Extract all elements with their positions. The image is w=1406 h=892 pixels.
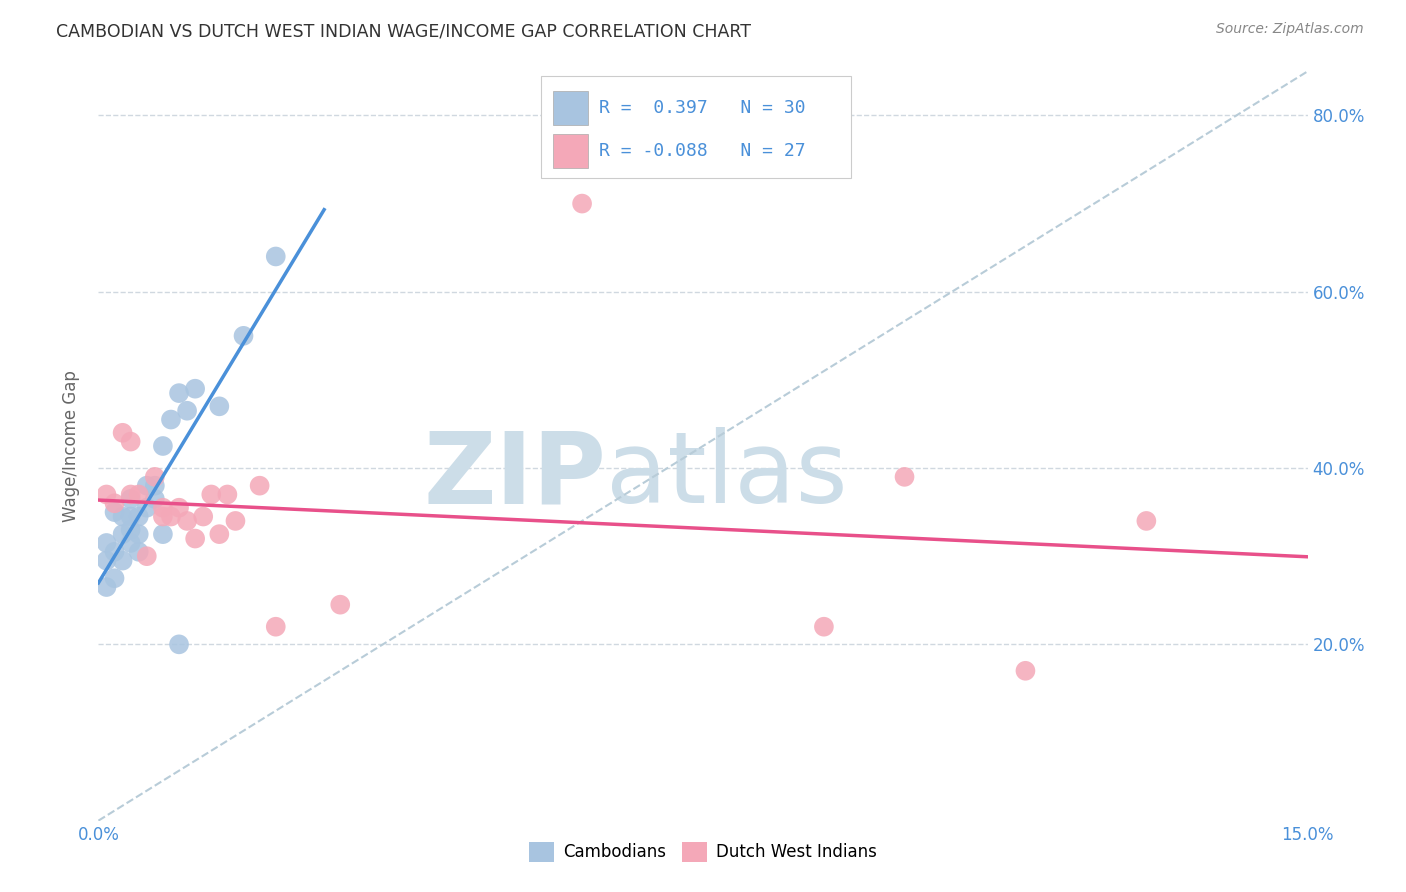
Text: CAMBODIAN VS DUTCH WEST INDIAN WAGE/INCOME GAP CORRELATION CHART: CAMBODIAN VS DUTCH WEST INDIAN WAGE/INCO…: [56, 22, 751, 40]
Point: [152, 500, 174, 515]
Point: [193, 509, 215, 524]
Point: [893, 470, 915, 484]
Point: [224, 514, 246, 528]
Point: [120, 523, 142, 537]
Point: [135, 478, 157, 492]
Point: [103, 545, 125, 559]
Point: [111, 527, 134, 541]
Point: [232, 328, 254, 343]
Point: [103, 571, 125, 585]
Point: [103, 496, 125, 510]
Point: [135, 549, 157, 564]
Point: [96, 553, 118, 567]
Point: [184, 382, 207, 396]
Point: [571, 196, 593, 211]
Point: [120, 487, 142, 501]
Point: [1135, 514, 1157, 528]
Legend: Cambodians, Dutch West Indians: Cambodians, Dutch West Indians: [523, 835, 883, 869]
Point: [264, 250, 287, 264]
Point: [160, 509, 183, 524]
Point: [167, 386, 190, 401]
Point: [167, 500, 190, 515]
Point: [160, 412, 183, 426]
Point: [813, 620, 835, 634]
Point: [208, 400, 231, 414]
Point: [167, 637, 190, 651]
Text: ZIP: ZIP: [423, 427, 606, 524]
Point: [120, 536, 142, 550]
Point: [96, 487, 118, 501]
Point: [329, 598, 352, 612]
Text: Source: ZipAtlas.com: Source: ZipAtlas.com: [1216, 22, 1364, 37]
Point: [111, 509, 134, 524]
Point: [217, 487, 239, 501]
Point: [152, 527, 174, 541]
Point: [1014, 664, 1036, 678]
Text: atlas: atlas: [606, 427, 848, 524]
Text: R =  0.397   N = 30: R = 0.397 N = 30: [599, 99, 806, 117]
Text: R = -0.088   N = 27: R = -0.088 N = 27: [599, 142, 806, 160]
Point: [152, 439, 174, 453]
Point: [176, 403, 198, 417]
Point: [184, 532, 207, 546]
Point: [143, 491, 166, 506]
Point: [200, 487, 222, 501]
Point: [120, 491, 142, 506]
Point: [128, 487, 150, 501]
Y-axis label: Wage/Income Gap: Wage/Income Gap: [62, 370, 80, 522]
Point: [249, 478, 271, 492]
Point: [208, 527, 231, 541]
Point: [264, 620, 287, 634]
Point: [120, 434, 142, 449]
Point: [111, 553, 134, 567]
Point: [143, 470, 166, 484]
Point: [128, 509, 150, 524]
Point: [143, 478, 166, 492]
Point: [96, 580, 118, 594]
Point: [152, 509, 174, 524]
Point: [135, 500, 157, 515]
Point: [128, 545, 150, 559]
Point: [96, 536, 118, 550]
Point: [120, 509, 142, 524]
Point: [176, 514, 198, 528]
Point: [103, 505, 125, 519]
Point: [111, 425, 134, 440]
Point: [128, 527, 150, 541]
